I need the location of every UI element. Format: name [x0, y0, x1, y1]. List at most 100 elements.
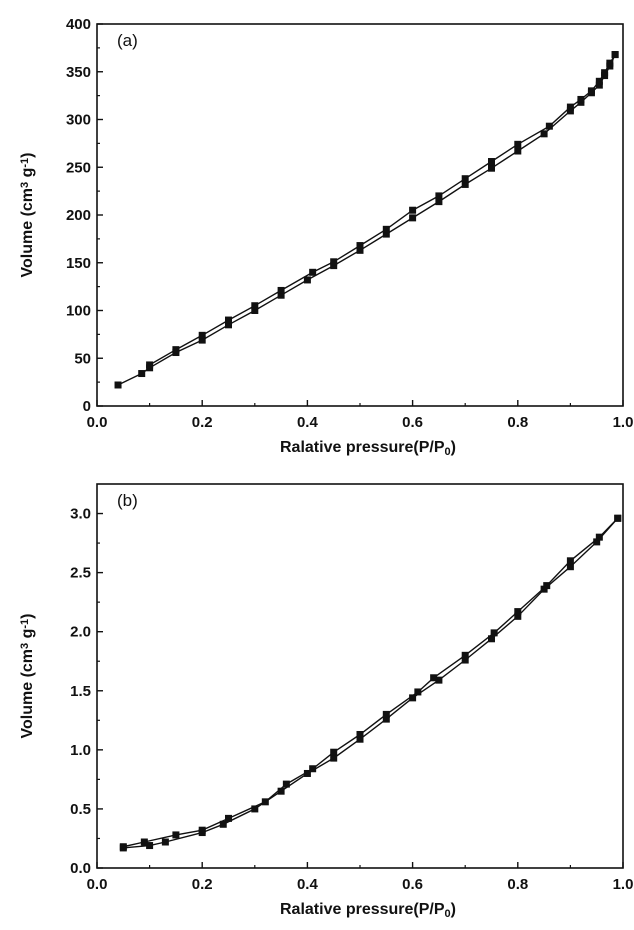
series-line — [123, 517, 619, 849]
y-tick-label: 0.0 — [70, 860, 91, 877]
data-point — [382, 715, 390, 723]
data-point — [601, 69, 609, 77]
x-tick-label: 0.8 — [507, 414, 528, 431]
data-point — [540, 585, 548, 593]
data-point — [114, 381, 122, 389]
x-tick-label: 0.2 — [192, 876, 213, 893]
data-point — [545, 122, 553, 130]
data-point — [611, 51, 619, 59]
data-point — [593, 538, 601, 546]
data-point — [356, 246, 364, 254]
data-point — [282, 780, 290, 788]
data-point — [566, 563, 574, 571]
data-point — [172, 346, 180, 354]
data-point — [488, 164, 495, 172]
y-tick-label: 300 — [66, 112, 91, 129]
panel-tag: (b) — [117, 491, 138, 510]
data-point — [435, 192, 443, 200]
y-tick-label: 1.0 — [70, 742, 91, 759]
data-point — [330, 748, 338, 756]
data-point — [595, 533, 603, 541]
data-point — [225, 814, 232, 822]
panel-a: 0.0 0.2 0.4 0.6 0.8 1.0 0 50 100 150 200 250 300 350 4… — [19, 16, 634, 458]
data-point — [587, 87, 595, 95]
data-point — [606, 59, 614, 67]
data-point — [382, 225, 390, 233]
y-tick-label: 400 — [66, 16, 91, 33]
x-axis-label: Ralative pressure(P/P0) — [280, 439, 456, 458]
series-line — [123, 517, 619, 848]
data-point — [382, 710, 390, 718]
y-tick-label: 100 — [66, 303, 91, 320]
x-tick-label: 0.4 — [297, 876, 319, 893]
x-tick-label: 0.4 — [297, 414, 319, 431]
x-tick-label: 0.0 — [87, 414, 108, 431]
data-point — [277, 286, 285, 294]
data-point — [409, 214, 417, 222]
y-tick-label: 0.5 — [70, 801, 91, 818]
data-point — [435, 676, 443, 684]
data-point — [461, 651, 469, 659]
data-point — [277, 787, 285, 795]
y-tick-label: 1.5 — [70, 683, 91, 700]
panel-b: 0.0 0.2 0.4 0.6 0.8 1.0 0.0 0.5 1.0 1.5 2.0 2.5 3.0 R… — [19, 483, 634, 920]
y-tick-label: 3.0 — [70, 506, 91, 523]
data-point — [198, 331, 206, 339]
data-point — [356, 735, 364, 743]
y-tick-label: 350 — [66, 64, 91, 81]
data-point — [566, 557, 574, 565]
y-tick-label: 250 — [66, 159, 91, 176]
x-axis-label: Ralative pressure(P/P0) — [280, 901, 456, 920]
data-point — [146, 842, 154, 850]
x-tick-label: 0.8 — [507, 876, 528, 893]
data-point — [251, 307, 259, 314]
data-point — [119, 843, 127, 851]
data-point — [414, 688, 422, 696]
data-point — [595, 77, 603, 85]
series-line — [149, 54, 616, 366]
plot-frame — [96, 483, 624, 869]
data-point — [595, 81, 603, 89]
data-point — [161, 838, 169, 846]
y-axis-label: Volume (cm3 g-1) — [19, 614, 36, 739]
x-tick-label: 0.2 — [192, 414, 213, 431]
x-tick-label: 0.0 — [87, 876, 108, 893]
data-point — [330, 754, 338, 762]
y-axis-label: Volume (cm3 g-1) — [19, 153, 36, 278]
data-point — [461, 656, 469, 664]
data-point — [409, 694, 417, 702]
data-point — [225, 321, 232, 329]
data-point — [277, 291, 285, 299]
y-tick-label: 150 — [66, 255, 91, 272]
x-tick-label: 1.0 — [613, 876, 634, 893]
x-tick-label: 0.6 — [402, 414, 423, 431]
data-point — [488, 635, 495, 643]
data-point — [356, 242, 364, 250]
data-point — [461, 175, 469, 183]
data-point — [540, 130, 548, 138]
data-point — [261, 798, 269, 806]
data-point — [430, 674, 438, 682]
data-point — [225, 316, 232, 324]
data-point — [330, 262, 338, 270]
data-point — [577, 95, 585, 103]
series-line — [117, 54, 616, 386]
data-point — [514, 140, 522, 148]
data-point — [356, 730, 364, 738]
data-point — [309, 765, 317, 773]
y-tick-label: 200 — [66, 207, 91, 224]
data-point — [303, 769, 311, 777]
data-point — [543, 582, 551, 590]
y-tick-label: 2.5 — [70, 565, 91, 582]
data-point — [198, 826, 206, 834]
data-point — [514, 612, 522, 620]
y-tick-label: 50 — [74, 350, 91, 367]
data-point — [251, 302, 259, 310]
x-tick-label: 0.6 — [402, 876, 423, 893]
data-point — [172, 831, 180, 839]
data-point — [566, 107, 574, 115]
data-point — [138, 370, 146, 378]
panel-tag: (a) — [117, 31, 138, 50]
data-point — [219, 820, 227, 828]
data-point — [409, 206, 417, 214]
